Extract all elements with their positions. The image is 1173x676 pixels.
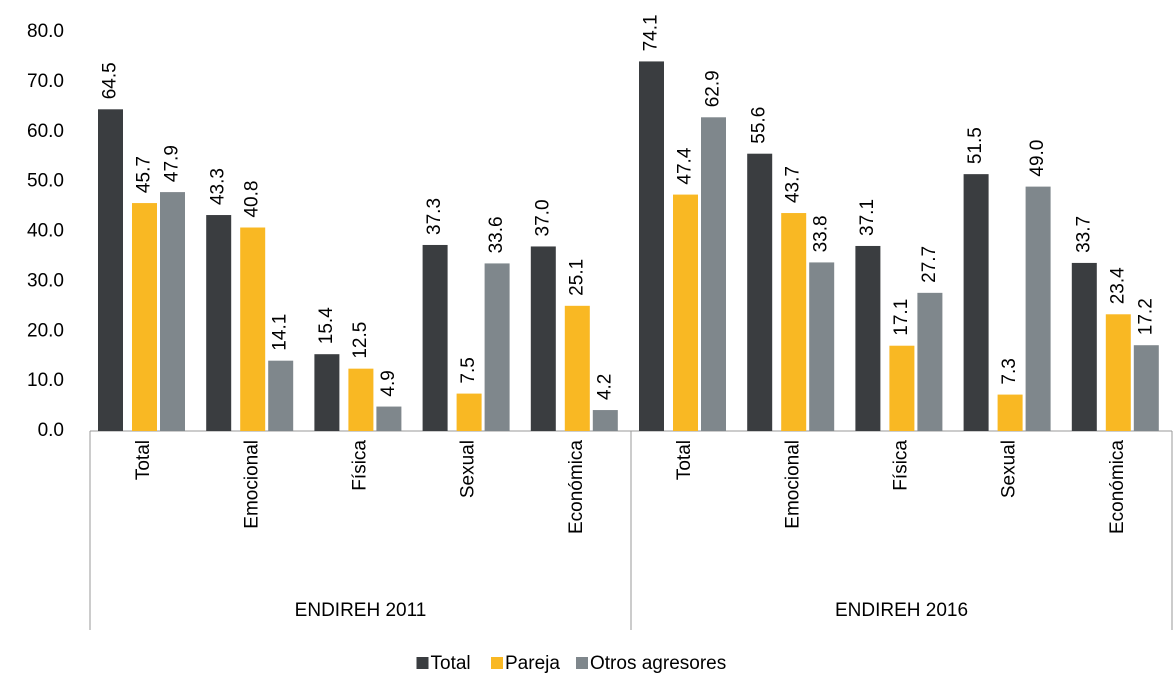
x-tick-label: Emocional <box>241 440 262 529</box>
legend-swatch <box>491 657 503 669</box>
x-tick-label: Física <box>891 440 912 491</box>
data-label: 27.7 <box>919 246 940 283</box>
bar <box>376 406 402 431</box>
bar <box>240 227 266 431</box>
y-tick-label: 0.0 <box>38 420 64 441</box>
bar <box>701 117 726 431</box>
bar <box>268 360 294 431</box>
data-label: 74.1 <box>641 14 662 51</box>
bar <box>1071 262 1097 431</box>
y-tick-label: 30.0 <box>27 270 64 291</box>
y-tick-label: 80.0 <box>27 21 64 42</box>
bar <box>997 394 1023 431</box>
bar <box>639 61 664 432</box>
y-tick-label: 40.0 <box>27 221 64 242</box>
data-label: 14.1 <box>270 314 291 351</box>
data-label: 37.1 <box>857 199 878 236</box>
x-tick-label: Total <box>133 440 154 480</box>
y-tick-label: 70.0 <box>27 71 64 92</box>
bar <box>530 246 556 431</box>
data-label: 4.2 <box>594 374 615 400</box>
bar <box>314 354 340 431</box>
bar <box>809 262 835 431</box>
x-tick-label: Económica <box>1107 440 1128 534</box>
x-tick-label: Económica <box>566 440 587 534</box>
bar <box>963 174 989 432</box>
y-tick-label: 50.0 <box>27 171 64 192</box>
data-label: 47.4 <box>675 147 696 184</box>
x-tick-label: Emocional <box>782 440 803 529</box>
data-label: 45.7 <box>134 156 155 193</box>
bar <box>484 263 510 431</box>
data-label: 33.8 <box>811 215 832 252</box>
bar <box>132 203 157 431</box>
data-label: 40.8 <box>242 181 263 218</box>
bar <box>781 213 807 431</box>
legend-label: Total <box>431 653 471 674</box>
data-label: 43.3 <box>208 168 229 205</box>
group-label: ENDIREH 2016 <box>835 600 968 621</box>
data-label: 25.1 <box>566 259 587 296</box>
group-label: ENDIREH 2011 <box>295 600 427 621</box>
bar <box>917 292 943 431</box>
data-label: 33.6 <box>486 216 507 253</box>
legend-label: Otros agresores <box>590 653 726 674</box>
bar <box>98 109 123 432</box>
data-label: 17.1 <box>891 299 912 336</box>
bar <box>456 393 482 431</box>
bar <box>673 194 698 431</box>
data-label: 62.9 <box>703 70 724 107</box>
data-label: 23.4 <box>1107 267 1128 304</box>
y-tick-label: 60.0 <box>27 121 64 142</box>
data-label: 17.2 <box>1135 298 1156 335</box>
bar <box>747 153 773 431</box>
bar <box>1105 314 1131 431</box>
data-label: 47.9 <box>162 145 183 182</box>
legend-swatch <box>576 657 588 669</box>
legend-label: Pareja <box>505 653 560 674</box>
bar <box>1025 186 1051 431</box>
data-label: 7.3 <box>999 358 1020 384</box>
data-label: 12.5 <box>350 322 371 359</box>
bar <box>160 192 185 431</box>
data-label: 51.5 <box>965 127 986 164</box>
bar <box>1133 345 1159 431</box>
bar <box>348 368 374 431</box>
bar <box>422 244 448 431</box>
bar <box>592 410 618 431</box>
data-label: 7.5 <box>458 357 479 383</box>
bar <box>889 345 915 431</box>
legend-swatch <box>416 657 429 669</box>
data-label: 49.0 <box>1027 140 1048 177</box>
data-label: 37.3 <box>424 198 445 235</box>
x-tick-label: Sexual <box>458 440 479 498</box>
bar <box>206 215 232 431</box>
data-label: 43.7 <box>783 166 804 203</box>
y-tick-label: 10.0 <box>27 370 64 391</box>
data-label: 15.4 <box>316 307 337 344</box>
bar <box>855 245 881 431</box>
bar <box>564 305 590 431</box>
x-tick-label: Sexual <box>999 440 1020 498</box>
y-tick-label: 20.0 <box>27 320 64 341</box>
data-label: 64.5 <box>100 62 121 99</box>
x-tick-label: Física <box>350 440 371 491</box>
data-label: 33.7 <box>1073 216 1094 253</box>
x-tick-label: Total <box>674 440 695 480</box>
data-label: 37.0 <box>532 199 553 236</box>
data-label: 4.9 <box>378 370 399 396</box>
data-label: 55.6 <box>749 107 770 144</box>
